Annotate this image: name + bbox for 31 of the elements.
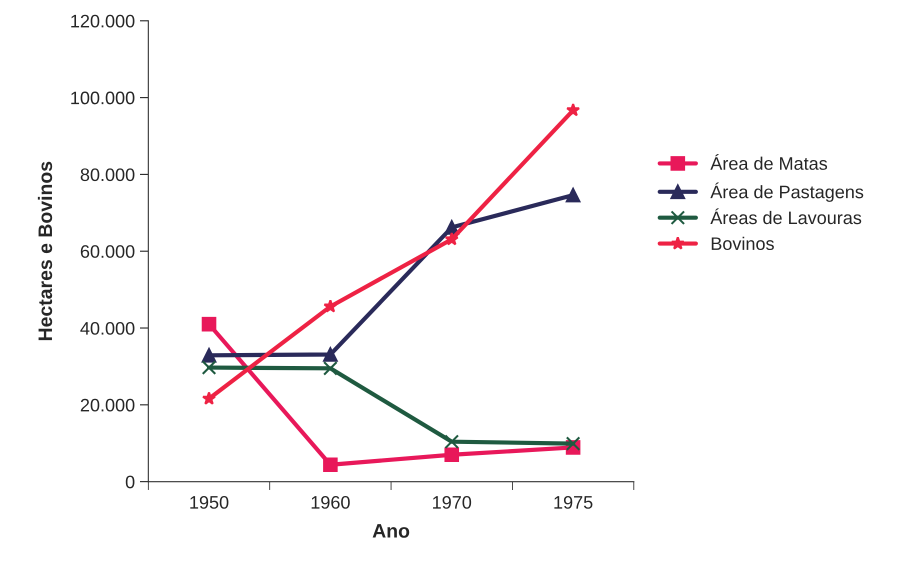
legend-label: Área de Pastagens	[710, 182, 864, 202]
point	[566, 188, 580, 202]
point	[323, 361, 338, 376]
y-tick-label: 80.000	[80, 168, 134, 182]
y-tick-label: 60.000	[80, 245, 134, 258]
point	[202, 348, 216, 363]
legend-label: Área de Matas	[710, 154, 828, 170]
legend-label: Áreas de Lavouras	[710, 208, 862, 224]
point	[444, 447, 460, 462]
x-axis-title: Ano	[372, 524, 410, 538]
point	[444, 232, 459, 246]
point	[323, 457, 338, 472]
y-tick-label: 40.000	[80, 322, 134, 335]
x-tick-label: 1970	[433, 496, 472, 509]
x-tick-label: 1960	[312, 496, 350, 509]
y-axis-title: Hectares e Bovinos	[38, 162, 52, 340]
y-tick-label: 120.000	[71, 14, 134, 28]
point	[202, 391, 216, 405]
y-tick-label: 20.000	[80, 398, 134, 412]
point	[444, 434, 460, 449]
x-tick-label: 1950	[190, 496, 228, 509]
point	[323, 299, 338, 313]
point	[202, 360, 216, 375]
y-tick-label: 0	[126, 476, 134, 488]
point	[323, 347, 338, 362]
point	[202, 316, 216, 332]
y-tick-label: 100.000	[71, 92, 134, 104]
point	[566, 436, 580, 451]
legend-label: Bovinos	[712, 236, 774, 250]
point	[566, 102, 580, 116]
x-tick-label: 1975	[554, 496, 592, 509]
